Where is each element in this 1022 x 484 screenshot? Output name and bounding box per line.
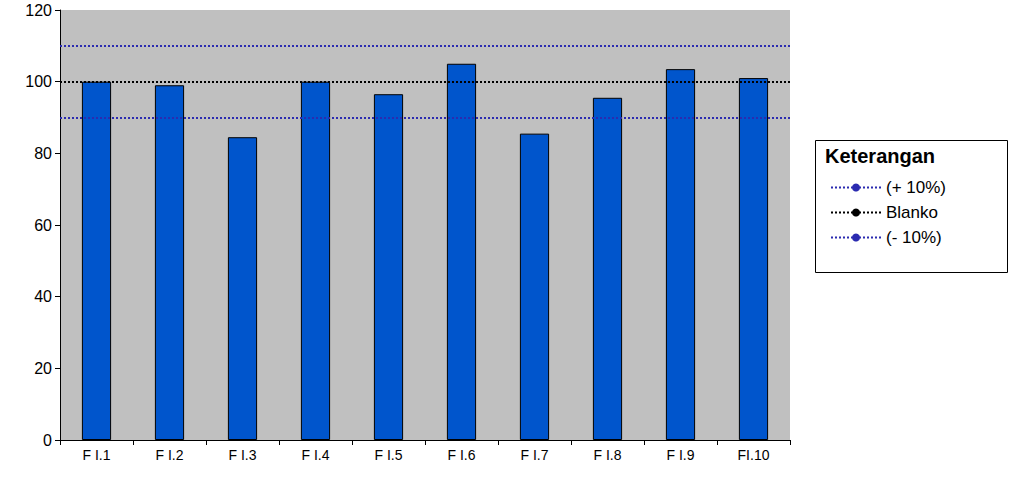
svg-text:F I.6: F I.6 bbox=[447, 447, 475, 463]
svg-text:60: 60 bbox=[34, 217, 52, 234]
svg-text:F I.4: F I.4 bbox=[301, 447, 329, 463]
svg-text:40: 40 bbox=[34, 288, 52, 305]
svg-text:20: 20 bbox=[34, 360, 52, 377]
svg-text:F I.5: F I.5 bbox=[374, 447, 402, 463]
svg-text:F I.9: F I.9 bbox=[666, 447, 694, 463]
svg-text:80: 80 bbox=[34, 145, 52, 162]
svg-text:F I.1: F I.1 bbox=[82, 447, 110, 463]
svg-text:Keterangan: Keterangan bbox=[825, 145, 935, 167]
svg-text:Blanko: Blanko bbox=[886, 203, 938, 222]
svg-text:F I.3: F I.3 bbox=[228, 447, 256, 463]
svg-text:FI.10: FI.10 bbox=[738, 447, 770, 463]
svg-text:100: 100 bbox=[25, 73, 52, 90]
svg-text:F I.8: F I.8 bbox=[593, 447, 621, 463]
svg-text:0: 0 bbox=[43, 432, 52, 449]
svg-text:F I.7: F I.7 bbox=[520, 447, 548, 463]
svg-text:120: 120 bbox=[25, 2, 52, 19]
svg-text:(+ 10%): (+ 10%) bbox=[886, 178, 946, 197]
svg-text:F I.2: F I.2 bbox=[155, 447, 183, 463]
svg-text:(- 10%): (- 10%) bbox=[886, 228, 942, 247]
